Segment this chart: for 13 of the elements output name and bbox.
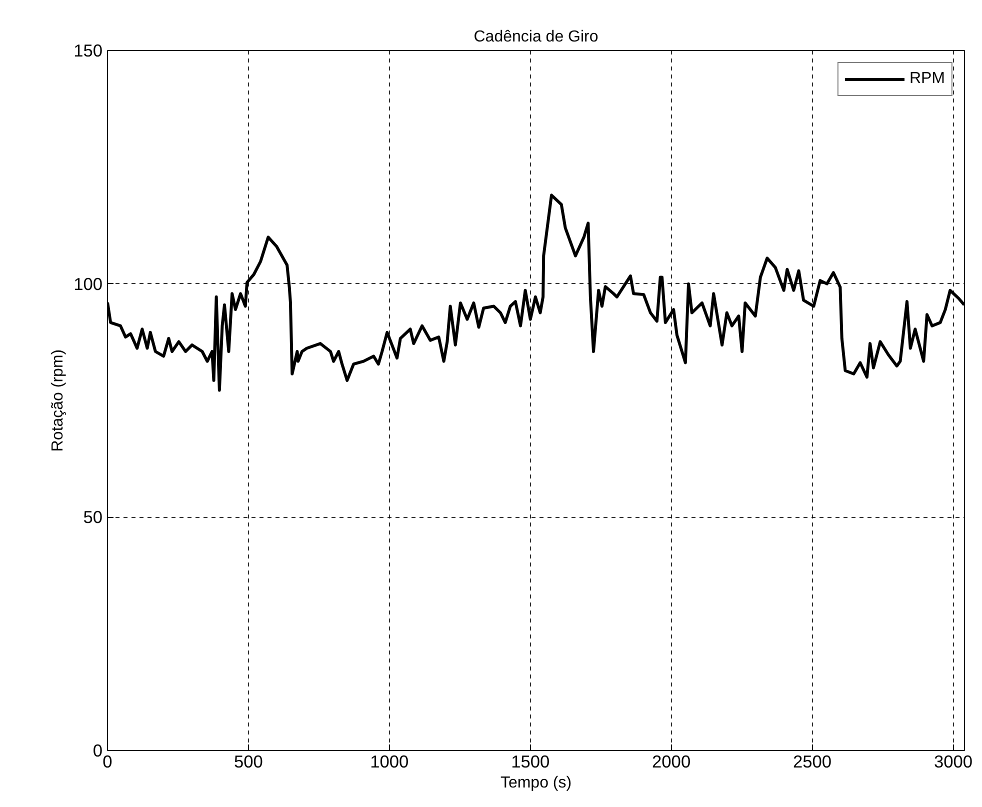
chart-title: Cadência de Giro	[474, 28, 598, 46]
x-tick-label: 2500	[792, 752, 832, 772]
x-tick-label: 500	[234, 752, 263, 772]
x-tick-label: 1500	[511, 752, 550, 772]
x-axis-title: Tempo (s)	[500, 774, 572, 792]
y-tick-label: 50	[83, 507, 103, 528]
y-tick-label: 100	[74, 274, 103, 294]
x-tick-label: 1000	[370, 752, 409, 772]
y-tick-label: 150	[74, 40, 103, 60]
y-axis-title: Rotação (rpm)	[50, 349, 67, 452]
x-tick-label: 2000	[652, 752, 691, 772]
legend-label: RPM	[909, 70, 945, 88]
x-tick-label: 3000	[934, 752, 973, 772]
